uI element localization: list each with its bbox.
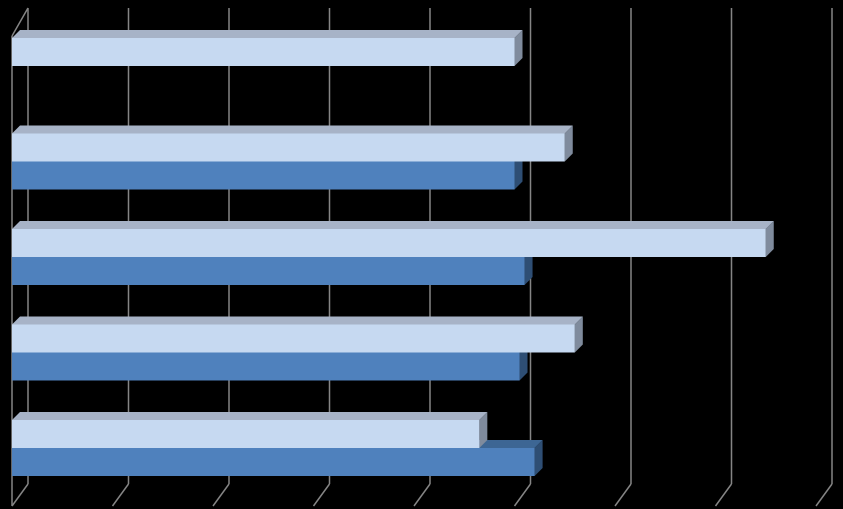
gridline-floor	[614, 483, 632, 507]
bar-light-2	[12, 229, 766, 257]
bar-dark-2-side	[524, 249, 533, 285]
bar-dark-2	[12, 257, 525, 285]
axis-wall-edge	[11, 7, 29, 37]
gridline-floor	[714, 483, 733, 507]
bar-light-1	[12, 133, 565, 162]
bar-light-0	[12, 38, 515, 66]
bar-light-2-side	[765, 221, 774, 257]
bar-dark-3	[12, 352, 520, 381]
bars	[12, 30, 774, 476]
bar-light-0-side	[514, 30, 523, 66]
bar-light-1-side	[564, 125, 573, 162]
gridline-floor	[111, 483, 130, 507]
bar-light-4	[12, 420, 480, 448]
gridline-floor	[11, 483, 29, 507]
bar-light-1-top	[12, 125, 573, 134]
bar-light-3-top	[12, 316, 583, 325]
bar-light-2-top	[12, 221, 774, 229]
bar-light-3-side	[574, 316, 583, 353]
gridline-floor	[212, 483, 230, 507]
bar-dark-1	[12, 161, 515, 190]
bar-dark-1-side	[514, 153, 523, 190]
gridline-floor	[413, 483, 431, 507]
gridline-floor	[815, 483, 833, 507]
bar-dark-3-side	[519, 344, 528, 381]
gridline-floor	[513, 483, 532, 507]
bar-dark-4-side	[534, 440, 543, 476]
bar-light-4-top	[12, 412, 488, 420]
bar-dark-4	[12, 448, 535, 476]
bar-light-4-side	[479, 412, 488, 448]
bar-light-0-top	[12, 30, 523, 38]
bar-light-3	[12, 324, 575, 353]
gridline-floor	[312, 483, 331, 507]
